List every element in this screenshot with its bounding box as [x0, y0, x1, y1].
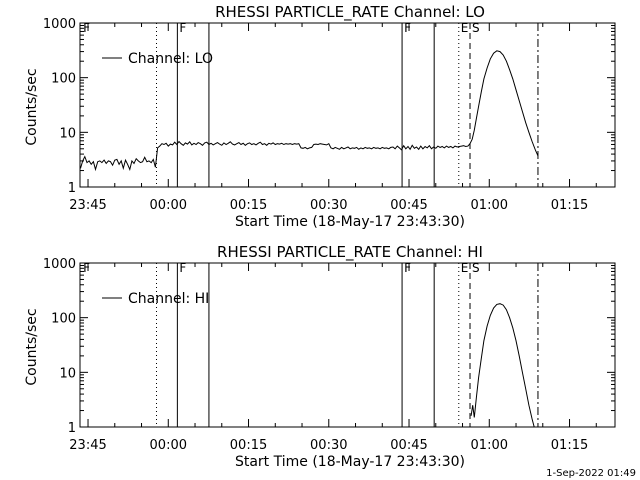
event-flag: F — [179, 21, 186, 35]
x-axis-label: Start Time (18-May-17 23:43:30) — [235, 454, 465, 470]
event-flag: E — [461, 261, 469, 275]
legend-label: Channel: LO — [128, 51, 213, 67]
x-tick-label: 00:00 — [150, 198, 187, 213]
event-flag: F — [179, 261, 186, 275]
y-tick-label: 1000 — [43, 257, 76, 272]
y-tick-label: 100 — [51, 312, 76, 327]
x-tick-label: 00:30 — [310, 438, 347, 453]
event-flag: S — [472, 21, 480, 35]
footer-timestamp: 1-Sep-2022 01:49 — [546, 468, 636, 479]
chart-title: RHESSI PARTICLE_RATE Channel: HI — [217, 243, 483, 262]
plot-frame — [79, 22, 616, 188]
x-tick-label: 01:00 — [471, 438, 508, 453]
series-line — [80, 50, 539, 172]
chart-panel-lo: RHESSI PARTICLE_RATE Channel: LO Counts/… — [24, 3, 616, 230]
x-tick-label: 00:45 — [390, 438, 427, 453]
event-flag: E — [461, 21, 469, 35]
x-tick-label: 00:15 — [230, 438, 267, 453]
legend-label: Channel: HI — [128, 291, 209, 307]
event-flag: F — [83, 21, 90, 35]
y-axis-label: Counts/sec — [24, 68, 40, 145]
y-tick-label: 1 — [68, 181, 76, 196]
x-tick-label: 23:45 — [69, 198, 106, 213]
y-tick-label: 1 — [68, 421, 76, 436]
x-tick-label: 00:00 — [150, 438, 187, 453]
x-tick-label: 00:30 — [310, 198, 347, 213]
chart-panel-hi: RHESSI PARTICLE_RATE Channel: HI Counts/… — [24, 243, 616, 470]
y-axis-label: Counts/sec — [24, 308, 40, 385]
y-tick-label: 10 — [59, 366, 76, 381]
series-line — [470, 303, 535, 428]
x-tick-label: 00:15 — [230, 198, 267, 213]
event-flag: S — [472, 261, 480, 275]
event-flag: F — [404, 21, 411, 35]
y-tick-label: 10 — [59, 126, 76, 141]
x-tick-label: 23:45 — [69, 438, 106, 453]
event-flag: F — [404, 261, 411, 275]
event-flag: F — [83, 261, 90, 275]
x-tick-label: 01:15 — [551, 438, 588, 453]
x-tick-label: 01:15 — [551, 198, 588, 213]
chart-title: RHESSI PARTICLE_RATE Channel: LO — [215, 3, 485, 22]
x-axis-label: Start Time (18-May-17 23:43:30) — [235, 214, 465, 230]
plot-frame — [79, 262, 616, 428]
x-tick-label: 00:45 — [390, 198, 427, 213]
y-tick-label: 100 — [51, 72, 76, 87]
x-tick-label: 01:00 — [471, 198, 508, 213]
y-tick-label: 1000 — [43, 17, 76, 32]
